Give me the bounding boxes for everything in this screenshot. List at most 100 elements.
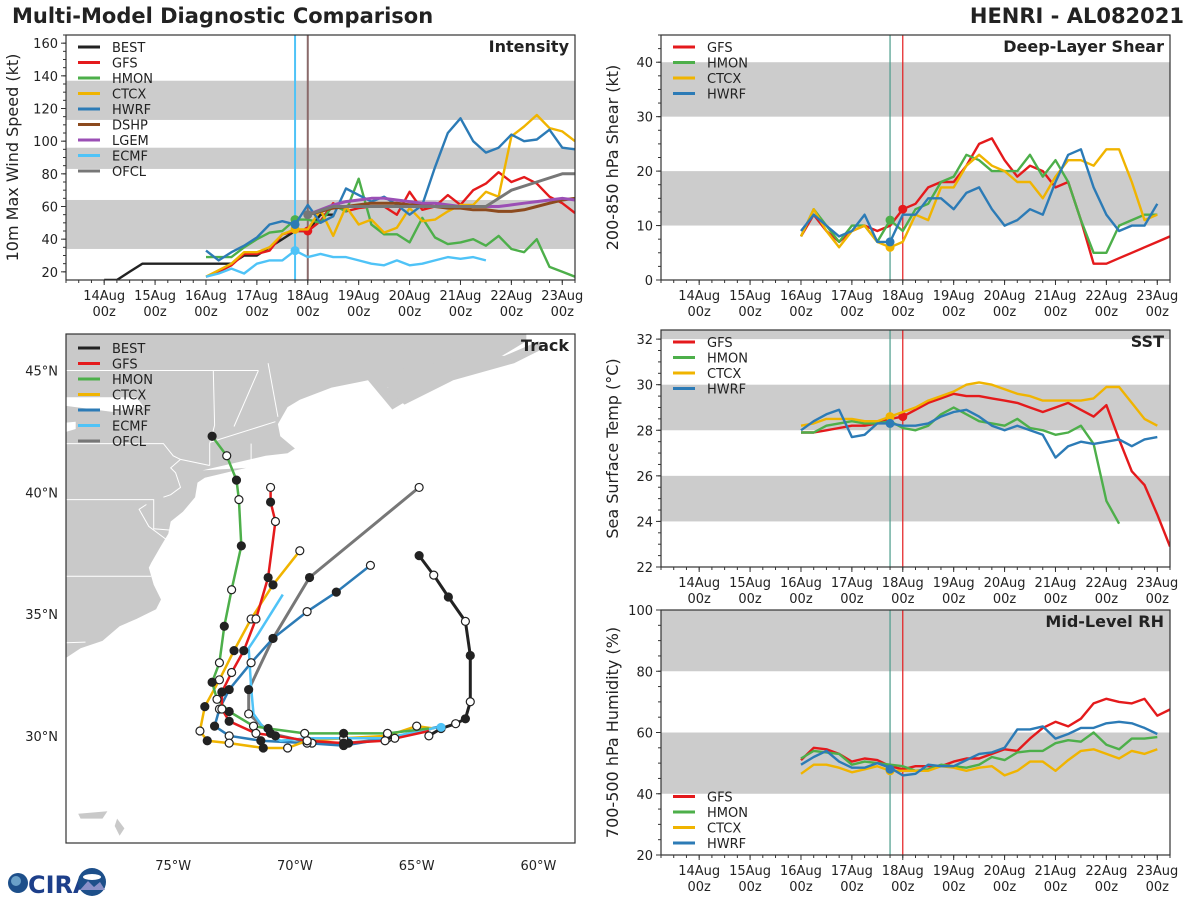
track-point-gfs (217, 687, 227, 697)
x-tick-label: 14Aug (678, 864, 720, 879)
series-line-ofcl (307, 172, 575, 217)
x-tick-sublabel: 00z (296, 305, 320, 320)
series-marker-hwrf (290, 219, 300, 229)
y-tick-label: 40 (636, 56, 653, 71)
y-tick-label: 30 (636, 379, 653, 394)
x-tick-label: 19Aug (338, 289, 380, 304)
x-tick-label: 19Aug (933, 864, 975, 879)
track-point-hmon (207, 677, 217, 687)
track-point-gfs (263, 572, 273, 583)
storm-identifier: HENRI - AL082021 (969, 4, 1184, 28)
x-tick-sublabel: 00z (687, 880, 711, 895)
x-tick-label: 16Aug (780, 576, 822, 591)
state-border (66, 641, 86, 644)
legend-label-ctcx: CTCX (112, 88, 146, 103)
x-tick-label: 19Aug (933, 289, 975, 304)
panel-title: Track (521, 336, 569, 355)
track-point-ctcx (295, 546, 305, 556)
track-point-gfs (227, 667, 237, 678)
x-tick-label: 65°W (399, 859, 435, 874)
legend-label-ctcx: CTCX (707, 367, 741, 382)
x-tick-sublabel: 00z (1095, 305, 1119, 320)
track-point-best (465, 697, 475, 707)
y-tick-label: 140 (33, 70, 58, 85)
legend-label-hmon: HMON (112, 72, 153, 87)
x-tick-sublabel: 00z (1044, 305, 1068, 320)
track-point-gfs (265, 497, 276, 507)
x-tick-sublabel: 00z (738, 592, 762, 607)
y-tick-label: 22 (636, 561, 653, 576)
track-point-gfs (339, 738, 349, 748)
land-nova-scotia (387, 341, 544, 405)
series-marker-ofcl (303, 210, 313, 220)
x-tick-sublabel: 00z (993, 880, 1017, 895)
x-tick-label: 60°W (521, 859, 557, 874)
series-line-gfs (801, 392, 1170, 547)
track-line-ecmf (247, 593, 444, 742)
figure-title: Multi-Model Diagnostic Comparison (12, 4, 434, 28)
state-border (267, 363, 279, 417)
x-tick-label: 15Aug (729, 289, 771, 304)
y-tick-label: 10 (636, 220, 653, 235)
x-tick-sublabel: 00z (738, 305, 762, 320)
x-tick-label: 22Aug (1085, 576, 1127, 591)
series-group (800, 381, 1170, 547)
legend-label-ctcx: CTCX (707, 822, 741, 837)
track-point-hmon (231, 475, 242, 485)
track-point-hmon (263, 723, 273, 734)
series-line-hmon (799, 153, 1158, 255)
x-tick-sublabel: 00z (1095, 880, 1119, 895)
track-point-best (443, 592, 453, 602)
y-tick-label: 120 (33, 103, 58, 118)
series-marker-gfs (898, 204, 908, 214)
legend-label-ctcx: CTCX (112, 389, 146, 404)
land-group (66, 334, 544, 836)
x-tick-sublabel: 00z (789, 592, 813, 607)
x-tick-label: 17Aug (236, 289, 278, 304)
track-point-hwrf (331, 587, 341, 597)
x-tick-label: 23Aug (1136, 864, 1178, 879)
legend-label-best: BEST (112, 41, 145, 56)
y-axis-label: 200-850 hPa Shear (kt) (603, 65, 622, 251)
track-point-hmon (236, 541, 246, 551)
x-tick-sublabel: 00z (942, 592, 966, 607)
series-line-hwrf (800, 148, 1159, 244)
track-line-hwrf (213, 564, 442, 747)
threshold-band (661, 732, 1170, 794)
x-tick-sublabel: 00z (1095, 592, 1119, 607)
y-tick-label: 100 (628, 604, 653, 619)
legend-label-hwrf: HWRF (112, 404, 151, 419)
sst-chart: 22242628303214Aug00z15Aug00z16Aug00z17Au… (603, 329, 1178, 607)
track-point-best (460, 714, 471, 724)
x-tick-sublabel: 00z (891, 592, 915, 607)
lake-ontario (66, 397, 144, 412)
legend-label-lgem: LGEM (112, 134, 149, 149)
track-point-hwrf (365, 560, 376, 570)
series-group (799, 137, 1170, 265)
track-point-gfs (265, 482, 276, 493)
y-tick-label: 24 (636, 515, 653, 530)
legend-label-gfs: GFS (707, 336, 733, 351)
state-border (138, 504, 169, 542)
x-tick-sublabel: 00z (993, 305, 1017, 320)
legend-label-hwrf: HWRF (707, 383, 746, 398)
x-tick-label: 16Aug (780, 289, 822, 304)
series-marker-ctcx (885, 412, 895, 422)
x-tick-label: 21Aug (440, 289, 482, 304)
track-point-ofcl (304, 572, 315, 583)
y-tick-label: 28 (636, 424, 653, 439)
threshold-band (661, 475, 1170, 522)
series-marker-hmon (885, 215, 895, 225)
track-point-gfs (270, 731, 281, 741)
track-point-ctcx (224, 738, 234, 748)
y-tick-label: 0 (645, 274, 653, 289)
track-point-ofcl (244, 709, 254, 719)
x-tick-sublabel: 00z (738, 880, 762, 895)
track-point-best (460, 616, 471, 626)
x-tick-label: 20Aug (984, 576, 1026, 591)
y-axis-label: 700-500 hPa Humidity (%) (603, 627, 622, 838)
track-point-hmon (339, 728, 349, 739)
panel-title: Intensity (489, 37, 570, 56)
x-tick-label: 23Aug (1136, 576, 1178, 591)
